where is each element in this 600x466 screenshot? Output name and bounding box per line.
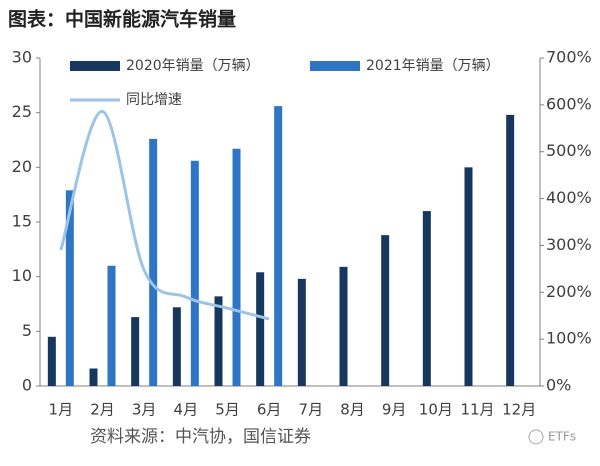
y-tick-label: 0 <box>22 376 32 395</box>
x-tick-label: 2月 <box>90 401 115 419</box>
y2-tick-label: 100% <box>546 329 592 348</box>
x-tick-label: 9月 <box>382 401 407 419</box>
legend-swatch <box>310 61 360 71</box>
legend-swatch <box>70 61 120 71</box>
line <box>59 109 270 321</box>
y-tick-label: 25 <box>12 102 32 121</box>
bar <box>422 211 431 386</box>
x-tick-label: 11月 <box>460 401 494 419</box>
x-tick-label: 3月 <box>132 401 157 419</box>
y2-tick-label: 0% <box>546 376 571 395</box>
y2-tick-label: 300% <box>546 235 592 254</box>
y2-tick-label: 400% <box>546 188 592 207</box>
bar <box>381 235 390 386</box>
bar <box>131 317 140 386</box>
bar <box>107 265 116 386</box>
bar <box>297 278 306 386</box>
x-tick-label: 8月 <box>340 401 365 419</box>
bar <box>339 266 348 386</box>
y-tick-label: 30 <box>12 48 32 67</box>
bar <box>506 114 515 386</box>
x-tick-label: 5月 <box>215 401 240 419</box>
y-tick-label: 15 <box>12 212 32 231</box>
y2-tick-label: 200% <box>546 282 592 301</box>
y2-tick-label: 700% <box>546 48 592 67</box>
bar <box>464 167 473 386</box>
legend-label: 2020年销量（万辆） <box>126 58 260 74</box>
y2-tick-label: 600% <box>546 94 592 113</box>
bar <box>172 307 181 386</box>
bar <box>47 336 56 386</box>
y-tick-label: 5 <box>22 321 32 340</box>
watermark: ETFs <box>548 430 576 444</box>
bar <box>89 368 98 386</box>
x-tick-label: 6月 <box>257 401 282 419</box>
chart-title: 图表：中国新能源汽车销量 <box>8 8 236 31</box>
y2-tick-label: 500% <box>546 141 592 160</box>
x-tick-label: 4月 <box>174 401 199 419</box>
bar <box>190 160 199 386</box>
x-tick-label: 10月 <box>419 401 453 419</box>
bar <box>214 296 223 386</box>
bar <box>149 138 158 386</box>
x-tick-label: 12月 <box>502 401 536 419</box>
y-tick-label: 10 <box>12 266 32 285</box>
y-tick-label: 20 <box>12 157 32 176</box>
bar <box>274 106 283 387</box>
watermark-icon <box>528 429 544 445</box>
x-tick-label: 7月 <box>299 401 324 419</box>
source-note: 资料来源：中汽协，国信证券 <box>90 427 311 447</box>
bar <box>256 272 265 386</box>
bar <box>232 148 241 386</box>
legend-label: 2021年销量（万辆） <box>366 58 500 74</box>
legend-label: 同比增速 <box>126 92 182 108</box>
bar <box>65 190 74 386</box>
x-tick-label: 1月 <box>49 401 74 419</box>
